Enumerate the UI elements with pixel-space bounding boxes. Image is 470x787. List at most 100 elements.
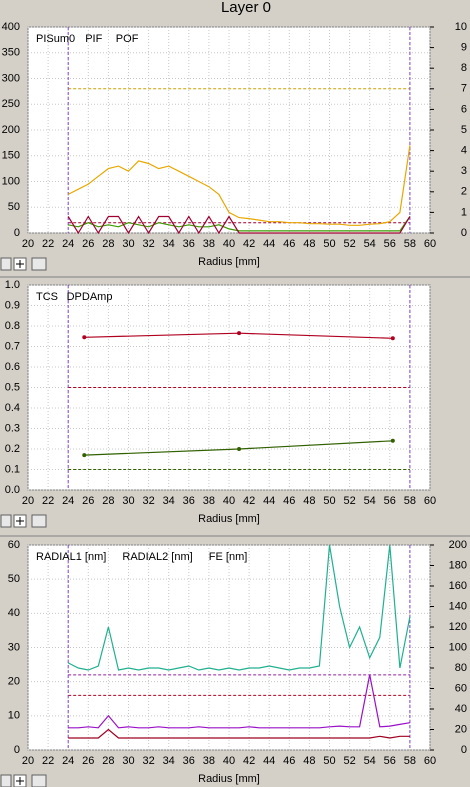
x-tick-label: 44: [263, 495, 275, 507]
x-tick-label: 46: [283, 755, 295, 767]
x-tick-label: 52: [343, 495, 355, 507]
x-tick-label: 44: [263, 755, 275, 767]
x-tick-label: 24: [62, 495, 74, 507]
x-tick-label: 30: [122, 495, 134, 507]
y2-tick-label: 2: [461, 186, 467, 198]
series-line: [67, 544, 411, 671]
point: [390, 438, 395, 443]
y-tick-label: 0.0: [5, 484, 20, 496]
x-tick-label: 50: [323, 495, 335, 507]
y-tick-label: 300: [2, 72, 20, 84]
y2-tick-label: 40: [455, 703, 467, 715]
series-line: [68, 674, 411, 729]
x-tick-label: 54: [364, 238, 376, 250]
y2-tick-label: 160: [449, 580, 467, 592]
y-tick-label: 200: [2, 124, 20, 136]
y-tick-label: 400: [2, 21, 20, 33]
x-tick-label: 40: [223, 495, 235, 507]
y-tick-label: 100: [2, 175, 20, 187]
x-tick-label: 44: [263, 238, 275, 250]
x-tick-label: 30: [122, 755, 134, 767]
y-tick-label: 350: [2, 47, 20, 59]
legend-entry: TCS: [36, 291, 58, 303]
x-tick-label: 58: [404, 755, 416, 767]
x-tick-label: 24: [62, 755, 74, 767]
y-tick-label: 10: [8, 710, 20, 722]
toolbar-button[interactable]: [31, 514, 47, 528]
x-tick-label: 54: [364, 495, 376, 507]
toolbar-button[interactable]: [0, 257, 12, 271]
y-tick-label: 0.5: [5, 381, 20, 393]
x-tick-label: 52: [343, 755, 355, 767]
y-tick-label: 50: [8, 573, 20, 585]
y2-tick-label: 180: [449, 559, 467, 571]
y-tick-label: 0.1: [5, 463, 20, 475]
point: [82, 453, 87, 458]
y2-tick-label: 5: [461, 124, 467, 136]
x-axis-label: Radius [mm]: [198, 256, 260, 268]
y-tick-label: 0.6: [5, 361, 20, 373]
y2-tick-label: 80: [455, 662, 467, 674]
series-line: [67, 215, 411, 235]
y-tick-label: 0.7: [5, 340, 20, 352]
x-tick-label: 48: [303, 238, 315, 250]
zoom-icon: [16, 260, 24, 268]
x-tick-label: 46: [283, 495, 295, 507]
y2-tick-label: 4: [461, 145, 467, 157]
y-tick-label: 0.9: [5, 299, 20, 311]
x-tick-label: 38: [203, 238, 215, 250]
toolbar-button[interactable]: [0, 514, 12, 528]
x-tick-label: 40: [223, 238, 235, 250]
toolbar-button[interactable]: [0, 774, 12, 787]
y-tick-label: 250: [2, 98, 20, 110]
x-tick-label: 34: [163, 238, 175, 250]
legend-entry: DPDAmp: [67, 291, 113, 303]
x-tick-label: 60: [424, 238, 436, 250]
toolbar-button[interactable]: [31, 774, 47, 787]
x-tick-label: 26: [82, 755, 94, 767]
x-tick-label: 50: [323, 238, 335, 250]
x-tick-label: 30: [122, 238, 134, 250]
point: [237, 331, 242, 336]
x-tick-label: 26: [82, 495, 94, 507]
x-tick-label: 32: [142, 755, 154, 767]
x-tick-label: 48: [303, 755, 315, 767]
x-tick-label: 32: [142, 238, 154, 250]
x-tick-label: 20: [22, 755, 34, 767]
x-tick-label: 48: [303, 495, 315, 507]
y-tick-label: 60: [8, 539, 20, 551]
series-line: [68, 216, 411, 232]
x-tick-label: 50: [323, 755, 335, 767]
x-tick-label: 40: [223, 755, 235, 767]
x-tick-label: 58: [404, 238, 416, 250]
y2-tick-label: 0: [461, 227, 467, 239]
y2-tick-label: 120: [449, 621, 467, 633]
x-tick-label: 32: [142, 495, 154, 507]
point: [82, 335, 87, 340]
x-tick-label: 28: [102, 238, 114, 250]
y2-tick-label: 3: [461, 165, 467, 177]
x-tick-label: 60: [424, 495, 436, 507]
x-tick-label: 22: [42, 495, 54, 507]
y-tick-label: 0.2: [5, 443, 20, 455]
toolbar-button[interactable]: [31, 257, 47, 271]
x-tick-label: 52: [343, 238, 355, 250]
x-tick-label: 58: [404, 495, 416, 507]
y2-tick-label: 8: [461, 62, 467, 74]
x-tick-label: 54: [364, 755, 376, 767]
x-tick-label: 34: [163, 495, 175, 507]
zoom-icon: [16, 517, 24, 525]
x-tick-label: 60: [424, 755, 436, 767]
y-tick-label: 0.4: [5, 402, 20, 414]
y2-tick-label: 20: [455, 723, 467, 735]
x-tick-label: 22: [42, 755, 54, 767]
x-tick-label: 42: [243, 238, 255, 250]
x-tick-label: 56: [384, 238, 396, 250]
zoom-icon: [16, 777, 24, 785]
series-line: [68, 728, 410, 739]
x-tick-label: 26: [82, 238, 94, 250]
y-tick-label: 150: [2, 150, 20, 162]
x-tick-label: 46: [283, 238, 295, 250]
